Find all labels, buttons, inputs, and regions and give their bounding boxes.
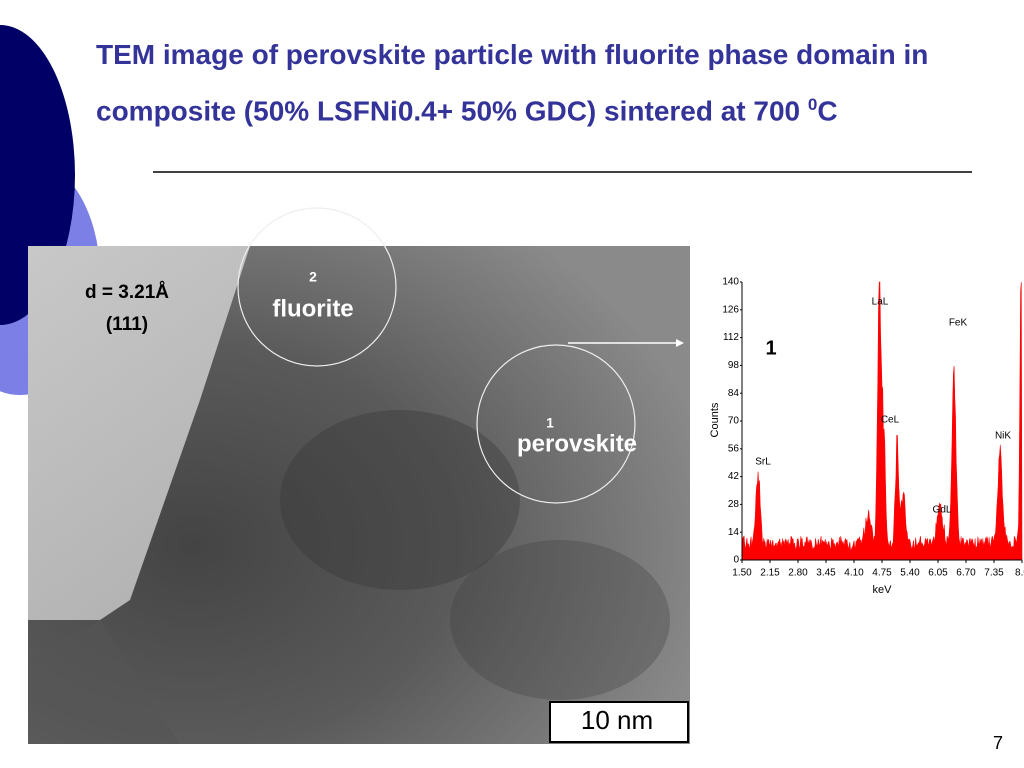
x-tick-label: 6.05 [928, 568, 948, 579]
arrow-head [676, 339, 684, 347]
x-tick-label: 2.80 [788, 568, 808, 579]
title-unit: C [817, 95, 838, 127]
tem-shadow [450, 540, 670, 700]
y-tick-label: 28 [728, 499, 740, 510]
y-tick-label: 0 [733, 555, 739, 566]
peak-label: CeL [881, 415, 900, 426]
scale-bar-box [549, 701, 689, 743]
x-tick-label: 4.10 [844, 568, 864, 579]
peak-label: SrL [755, 457, 771, 468]
region-number: 2 [309, 269, 317, 285]
y-tick-label: 112 [723, 332, 739, 343]
x-tick-label: 2.15 [760, 568, 780, 579]
tem-particle [28, 620, 180, 744]
spectrum-trace [741, 281, 1023, 561]
spectrum-label: 1 [765, 337, 776, 359]
title-text: TEM image of perovskite particle with fl… [96, 39, 929, 127]
region-label: fluorite [272, 295, 353, 322]
region-circle [476, 344, 636, 504]
page-number: 7 [993, 733, 1003, 753]
tem-image: d = 3.21Å (111) 2 fluorite 1 perovskite … [28, 207, 690, 744]
y-tick-label: 140 [722, 277, 739, 288]
x-tick-label: 7.35 [984, 568, 1004, 579]
y-tick-label: 98 [728, 360, 740, 371]
region-number: 1 [546, 415, 554, 431]
d-spacing: d = 3.21Å [85, 282, 169, 303]
spectrum: 1 Counts keV 0 14 28 42 56 70 84 98 112 126 140 1.5… [709, 277, 1024, 596]
peak-label: FeK [949, 318, 968, 329]
x-tick-label: 8.0 [1015, 568, 1024, 579]
plane: (111) [106, 314, 148, 335]
y-tick-label: 70 [728, 416, 740, 427]
scale-bar: 10 nm [581, 705, 653, 735]
y-axis-label: Counts [709, 402, 721, 437]
y-tick-label: 56 [728, 443, 740, 454]
x-axis-label: keV [873, 584, 893, 596]
y-tick-label: 14 [728, 527, 740, 538]
region-label: perovskite [517, 430, 637, 457]
x-tick-label: 3.45 [816, 568, 836, 579]
region-circle [237, 207, 397, 367]
x-tick-label: 4.75 [872, 568, 892, 579]
tem-particle [28, 246, 690, 744]
peak-label: NiK [995, 431, 1011, 442]
tem-shadow [280, 410, 520, 590]
x-tick-label: 6.70 [956, 568, 976, 579]
y-tick-label: 126 [722, 304, 739, 315]
y-tick-label: 42 [728, 471, 740, 482]
title-superscript: 0 [807, 95, 818, 114]
peak-label: GdL [933, 505, 952, 516]
x-tick-label: 1.50 [732, 568, 752, 579]
x-tick-label: 5.40 [900, 568, 920, 579]
y-tick-label: 84 [728, 388, 740, 399]
peak-label: LaL [872, 297, 889, 308]
title: TEM image of perovskite particle with fl… [96, 30, 1021, 136]
